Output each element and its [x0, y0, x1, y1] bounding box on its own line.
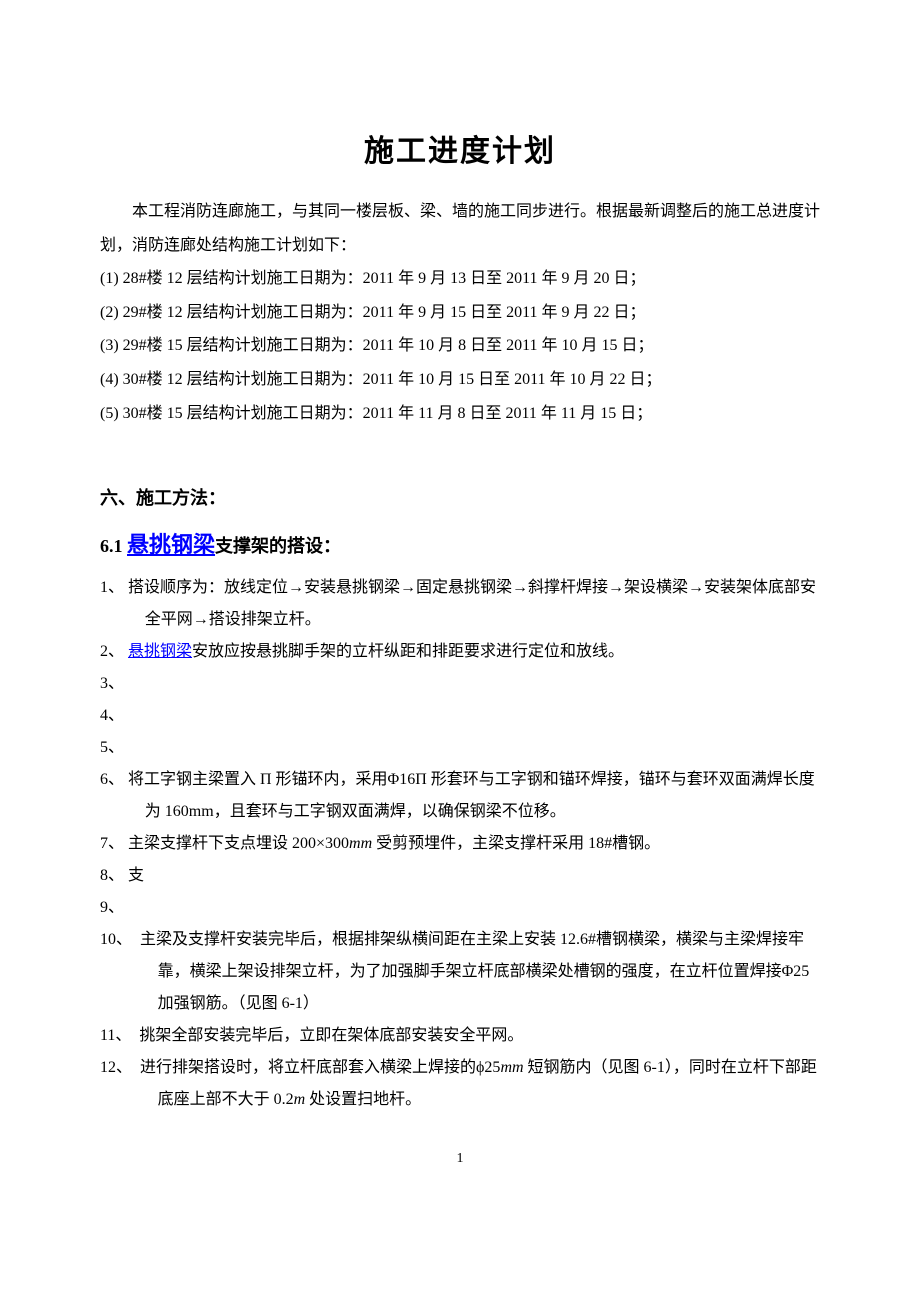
method-item-12: 12、 进行排架搭设时，将立杆底部套入横梁上焊接的ϕ25mm 短钢筋内（见图 6… [100, 1052, 820, 1116]
method-item-2: 2、 悬挑钢梁安放应按悬挑脚手架的立杆纵距和排距要求进行定位和放线。 [100, 636, 820, 668]
subsection-number: 6.1 [100, 536, 127, 556]
page-number: 1 [100, 1144, 820, 1173]
method-2-post: 安放应按悬挑脚手架的立杆纵距和排距要求进行定位和放线。 [192, 643, 624, 660]
method-item-9: 9、 [100, 892, 820, 924]
subsection-6-1-heading: 6.1 悬挑钢梁支撑架的搭设： [100, 522, 820, 568]
cantilever-beam-link[interactable]: 悬挑钢梁 [127, 532, 215, 557]
cantilever-beam-link-inline[interactable]: 悬挑钢梁 [128, 643, 192, 660]
method-item-7: 7、 主梁支撑杆下支点埋设 200×300mm 受剪预埋件，主梁支撑杆采用 18… [100, 828, 820, 860]
page-title: 施工进度计划 [100, 120, 820, 183]
method-item-5: 5、 [100, 732, 820, 764]
method-12-m: m [294, 1091, 306, 1108]
section-6-heading: 六、施工方法： [100, 480, 820, 518]
method-7-post: 受剪预埋件，主梁支撑杆采用 18#槽钢。 [372, 835, 660, 852]
plan-item: (4) 30#楼 12 层结构计划施工日期为：2011 年 10 月 15 日至… [100, 363, 820, 397]
intro-paragraph: 本工程消防连廊施工，与其同一楼层板、梁、墙的施工同步进行。根据最新调整后的施工总… [100, 195, 820, 262]
method-item-10: 10、 主梁及支撑杆安装完毕后，根据排架纵横间距在主梁上安装 12.6#槽钢横梁… [100, 924, 820, 1020]
plan-item: (5) 30#楼 15 层结构计划施工日期为：2011 年 11 月 8 日至 … [100, 397, 820, 431]
method-12-pre: 12、 进行排架搭设时，将立杆底部套入横梁上焊接的ϕ25 [100, 1059, 500, 1076]
plan-list: (1) 28#楼 12 层结构计划施工日期为：2011 年 9 月 13 日至 … [100, 262, 820, 430]
method-2-prefix: 2、 [100, 643, 128, 660]
method-12-post: 处设置扫地杆。 [305, 1091, 421, 1108]
method-item-3: 3、 [100, 668, 820, 700]
plan-item: (3) 29#楼 15 层结构计划施工日期为：2011 年 10 月 8 日至 … [100, 329, 820, 363]
method-item-1: 1、 搭设顺序为：放线定位→安装悬挑钢梁→固定悬挑钢梁→斜撑杆焊接→架设横梁→安… [100, 572, 820, 636]
plan-item: (2) 29#楼 12 层结构计划施工日期为：2011 年 9 月 15 日至 … [100, 296, 820, 330]
plan-item: (1) 28#楼 12 层结构计划施工日期为：2011 年 9 月 13 日至 … [100, 262, 820, 296]
document-page: 施工进度计划 本工程消防连廊施工，与其同一楼层板、梁、墙的施工同步进行。根据最新… [0, 0, 920, 1234]
method-7-mm: mm [349, 835, 372, 852]
method-item-11: 11、 挑架全部安装完毕后，立即在架体底部安装安全平网。 [100, 1020, 820, 1052]
method-item-4: 4、 [100, 700, 820, 732]
method-12-mm: mm [500, 1059, 523, 1076]
subsection-tail: 支撑架的搭设： [215, 536, 341, 556]
method-item-8: 8、 支 [100, 860, 820, 892]
method-item-6: 6、 将工字钢主梁置入 Π 形锚环内，采用Φ16Π 形套环与工字钢和锚环焊接，锚… [100, 764, 820, 828]
method-7-pre: 7、 主梁支撑杆下支点埋设 200×300 [100, 835, 349, 852]
